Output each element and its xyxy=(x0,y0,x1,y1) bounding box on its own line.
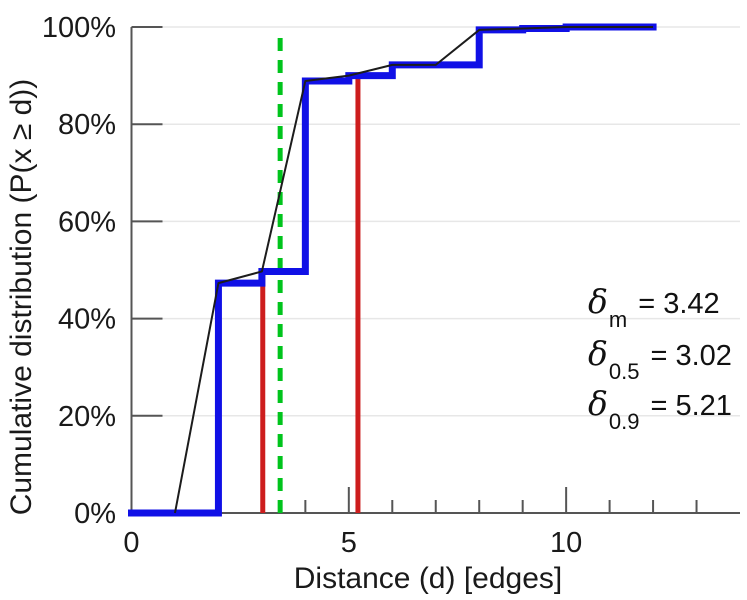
delta-subscript: 0.9 xyxy=(608,409,640,434)
delta-symbol: δ xyxy=(588,334,608,373)
x-tick-labels: 0 5 10 xyxy=(123,527,582,559)
gridlines xyxy=(131,26,740,514)
y-ticks xyxy=(131,26,163,514)
y-tick-label: 60% xyxy=(58,206,116,238)
y-tick-label: 40% xyxy=(58,304,116,336)
cdf-line xyxy=(173,26,654,514)
x-axis-label: Distance (d) [edges] xyxy=(293,562,563,595)
delta-subscript: m xyxy=(608,307,628,332)
annotation-delta-09: δ0.9 = 5.21 xyxy=(588,384,732,435)
x-tick-label: 5 xyxy=(341,527,357,559)
y-tick-label: 100% xyxy=(42,12,116,44)
y-tick-label: 0% xyxy=(74,498,116,530)
annotation-delta-m: δm = 3.42 xyxy=(588,282,720,333)
delta-value: = 5.21 xyxy=(650,390,732,422)
delta-value: = 3.42 xyxy=(638,288,720,320)
cdf-staircase xyxy=(128,23,657,517)
y-tick-labels: 0% 20% 40% 60% 80% 100% xyxy=(42,12,116,530)
axes xyxy=(130,27,740,514)
y-tick-label: 80% xyxy=(58,109,116,141)
x-tick-label: 10 xyxy=(550,527,582,559)
y-axis-label: Cumulative distribution (P(x ≥ d)) xyxy=(5,78,38,516)
y-tick-label: 20% xyxy=(58,401,116,433)
delta-value: = 3.02 xyxy=(650,340,732,372)
delta-symbol: δ xyxy=(588,282,608,321)
x-tick-label: 0 xyxy=(123,527,139,559)
annotation-delta-05: δ0.5 = 3.02 xyxy=(588,334,732,385)
marker-lines xyxy=(260,31,361,513)
delta-symbol: δ xyxy=(588,384,608,423)
x-ticks xyxy=(260,487,698,513)
delta-subscript: 0.5 xyxy=(608,359,640,384)
